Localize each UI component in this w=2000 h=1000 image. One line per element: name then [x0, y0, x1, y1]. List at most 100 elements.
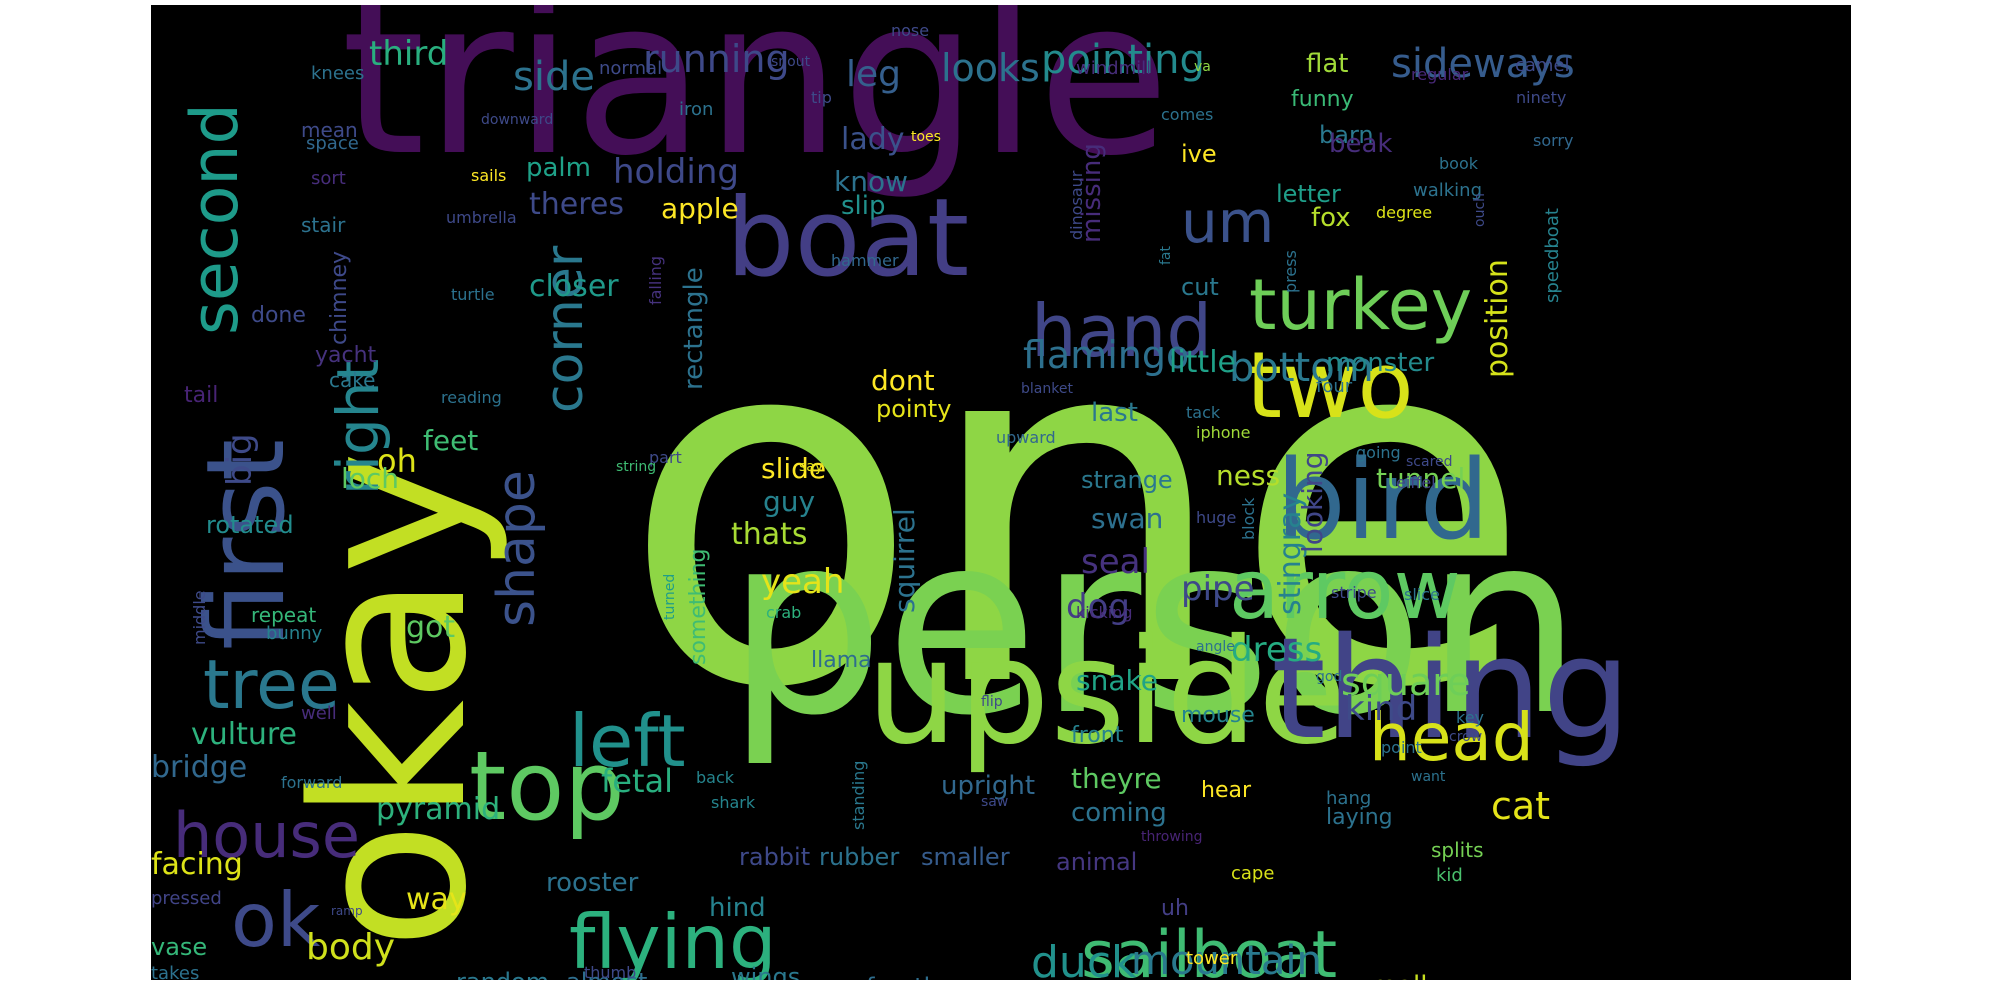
word-sails: sails [471, 166, 507, 185]
word-cat: cat [1491, 784, 1551, 828]
word-hang: hang [1326, 788, 1372, 809]
word-yacht: yacht [315, 343, 377, 368]
word-tip: tip [811, 88, 832, 107]
word-chimney: chimney [327, 250, 352, 345]
word-thumb: thumb [584, 963, 637, 981]
word-sailboat: sailboat [1081, 918, 1338, 980]
word-god: god [1316, 669, 1343, 685]
word-slide: slide [761, 452, 827, 485]
word-fox: fox [1311, 203, 1351, 233]
word-oh: oh [377, 442, 417, 480]
word-downward: downward [481, 112, 554, 128]
word-wings: wings [731, 963, 801, 980]
word-ninety: ninety [1516, 88, 1567, 107]
word-saw: saw [981, 794, 1009, 810]
word-key: key [1456, 708, 1485, 727]
word-back: back [696, 768, 735, 787]
word-rectangle: rectangle [679, 267, 709, 390]
word-palm: palm [526, 153, 591, 183]
word-book: book [1439, 154, 1478, 173]
word-knees: knees [311, 63, 365, 84]
word-something: something [686, 548, 711, 665]
word-kind: kind [1345, 689, 1418, 729]
word-lady: lady [841, 122, 905, 157]
word-theres: theres [529, 187, 624, 222]
word-ramp: ramp [331, 904, 363, 918]
word-really: really [1371, 973, 1443, 980]
word-want: want [1411, 769, 1446, 785]
word-sorry: sorry [1533, 131, 1574, 150]
word-flip: flip [981, 694, 1003, 710]
word-splits: splits [1431, 838, 1484, 862]
word-hand: hand [1031, 289, 1213, 373]
word-person: person [726, 479, 1583, 770]
word-strange: strange [1081, 466, 1173, 494]
word-boat: boat [726, 176, 970, 301]
word-feet: feet [423, 424, 479, 457]
word-two: two [1246, 332, 1414, 439]
word-kid: kid [1436, 865, 1463, 886]
word-crow: crow [1449, 729, 1483, 745]
word-dress: dress [1231, 630, 1323, 670]
word-pressed: pressed [151, 888, 222, 909]
word-triangle: triangle [341, 5, 1170, 203]
word-blanket: blanket [1021, 381, 1073, 397]
word-cape: cape [1231, 863, 1275, 884]
word-falling: falling [646, 255, 665, 305]
word-pointy: pointy [876, 395, 952, 423]
word-rubber: rubber [819, 843, 900, 871]
word-scared: scared [1406, 454, 1453, 470]
word-part: part [649, 448, 682, 467]
word-front: front [1071, 723, 1124, 748]
word-dont: dont [871, 364, 935, 397]
word-vulture: vulture [191, 717, 298, 752]
word-space: space [306, 133, 359, 154]
word-head: head [1369, 699, 1534, 776]
word-random: random [456, 970, 549, 980]
word-ive: ive [1181, 140, 1217, 168]
word-hammer: hammer [831, 251, 899, 270]
word-almost: almost [566, 970, 647, 980]
word-dog: dog [1066, 587, 1130, 627]
word-stripe: stripe [1331, 583, 1377, 602]
word-tack: tack [1186, 403, 1221, 422]
word-ouch: ouch [1472, 192, 1488, 227]
word-degree: degree [1376, 203, 1433, 222]
word-third: third [369, 34, 449, 74]
word-turtle: turtle [451, 285, 495, 304]
word-iphone: iphone [1196, 423, 1251, 442]
word-leg: leg [846, 54, 902, 95]
word-seal: seal [1081, 542, 1150, 582]
word-slice: slice [1404, 585, 1440, 604]
word-shape: shape [487, 470, 547, 627]
word-thing: thing [1271, 608, 1632, 771]
word-hind: hind [709, 893, 766, 923]
word-bottom: bottom [1229, 345, 1374, 391]
word-sort: sort [311, 168, 346, 189]
word-pyramid: pyramid [376, 792, 501, 827]
word-regular: regular [1411, 65, 1469, 84]
word-four: four [1316, 376, 1353, 397]
word-done: done [251, 303, 306, 328]
word-nose: nose [891, 21, 930, 40]
word-repeat: repeat [251, 603, 317, 627]
word-pointing: pointing [1041, 37, 1205, 83]
word-camel: camel [1515, 55, 1570, 76]
word-way: way [406, 882, 467, 917]
word-looking: looking [1296, 451, 1329, 553]
word-rabbit: rabbit [739, 843, 811, 871]
word-last: last [1091, 398, 1138, 428]
word-standing: standing [849, 760, 868, 830]
word-know: know [834, 165, 908, 198]
word-turkey: turkey [1249, 264, 1473, 346]
word-going: going [1356, 443, 1401, 462]
word-comes: comes [1161, 105, 1214, 124]
word-closer: closer [529, 269, 619, 304]
word-shark: shark [711, 793, 756, 812]
word-rooster: rooster [546, 868, 639, 898]
word-string: string [616, 459, 657, 475]
word-upside: upside [866, 608, 1348, 777]
word-got: got [406, 610, 456, 645]
word-holding: holding [613, 152, 739, 192]
word-tail: tail [184, 383, 219, 408]
